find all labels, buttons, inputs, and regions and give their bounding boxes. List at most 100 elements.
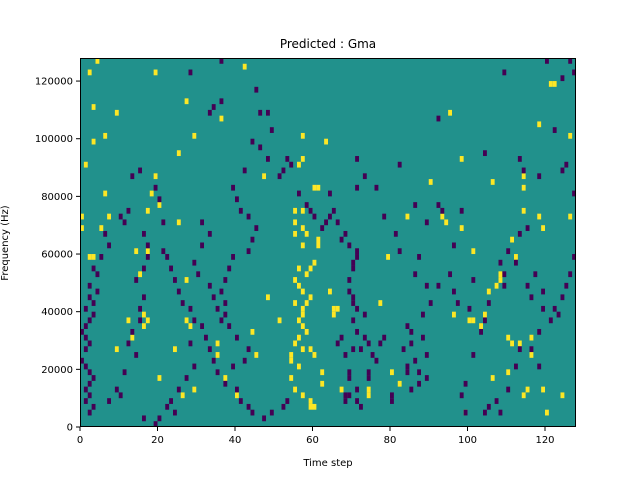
heatmap-cell-low: [91, 300, 96, 306]
heatmap-cell-low: [541, 288, 546, 295]
heatmap-cell-low: [560, 75, 565, 82]
heatmap-cell-low: [254, 225, 259, 231]
heatmap-cell-low: [541, 305, 546, 312]
heatmap-cell-low: [219, 317, 224, 324]
heatmap-cell-low: [161, 219, 166, 226]
heatmap-cell-low: [107, 398, 112, 404]
heatmap-cell-high: [521, 173, 526, 180]
heatmap-cell-low: [351, 317, 356, 324]
y-tick-label: 120000: [35, 77, 73, 88]
heatmap-cell-low: [374, 184, 379, 191]
heatmap-cell-low: [471, 352, 476, 358]
heatmap-cell-low: [83, 334, 88, 341]
heatmap-cell-low: [277, 173, 282, 180]
heatmap-cell-low: [351, 265, 356, 272]
heatmap-cell-low: [289, 161, 294, 168]
heatmap-cell-low: [138, 305, 143, 312]
heatmap-cell-high: [145, 248, 150, 255]
heatmap-cell-high: [250, 328, 255, 335]
heatmap-cell-low: [161, 248, 166, 255]
heatmap-cell-high: [149, 190, 154, 197]
heatmap-cell-low: [328, 190, 332, 197]
heatmap-cell-low: [269, 127, 274, 133]
heatmap-cell-low: [347, 288, 352, 295]
heatmap-cell-low: [157, 415, 162, 422]
heatmap-cell-low: [424, 219, 429, 226]
heatmap-cell-high: [448, 109, 453, 116]
heatmap-cell-low: [514, 363, 518, 370]
heatmap-cell-low: [568, 271, 573, 278]
heatmap-cell-high: [331, 305, 336, 312]
heatmap-cell-low: [393, 230, 398, 237]
heatmap-cell-low: [246, 346, 251, 353]
heatmap-cell-high: [223, 375, 228, 381]
heatmap-cell-low: [390, 392, 394, 399]
heatmap-cell-low: [231, 254, 236, 260]
heatmap-cell-high: [153, 69, 158, 76]
heatmap-cell-low: [153, 421, 158, 427]
heatmap-cell-high: [529, 334, 534, 341]
heatmap-cell-low: [235, 334, 239, 341]
heatmap-cell-high: [300, 288, 305, 295]
heatmap-cell-low: [382, 213, 387, 220]
heatmap-cell-low: [517, 156, 522, 162]
heatmap-cell-high: [440, 213, 445, 220]
heatmap-cell-low: [355, 328, 360, 335]
heatmap-cell-low: [483, 317, 487, 324]
heatmap-cell-low: [552, 305, 557, 312]
heatmap-cell-low: [250, 138, 255, 145]
heatmap-cell-low: [560, 294, 565, 301]
heatmap-cell-high: [366, 392, 371, 399]
heatmap-cell-low: [502, 69, 507, 76]
heatmap-cell-low: [91, 311, 96, 318]
heatmap-cell-low: [87, 340, 92, 347]
heatmap-cell-low: [483, 150, 487, 157]
x-tick-label: 120: [535, 435, 554, 446]
heatmap-cell-high: [80, 213, 84, 220]
heatmap-cell-low: [517, 230, 522, 237]
heatmap-cell-high: [366, 386, 371, 393]
heatmap-cell-low: [537, 363, 542, 370]
heatmap-cell-low: [91, 265, 96, 272]
heatmap-cell-low: [211, 294, 216, 301]
y-axis-label: Frequency (Hz): [0, 205, 11, 281]
heatmap-cell-high: [99, 225, 104, 231]
heatmap-cell-high: [293, 230, 298, 237]
y-tick-label: 40000: [41, 307, 73, 318]
heatmap-cell-high: [486, 288, 491, 295]
heatmap-cell-high: [215, 340, 220, 347]
heatmap-cell-high: [552, 81, 557, 87]
heatmap-cell-high: [308, 346, 313, 353]
heatmap-cell-low: [374, 357, 379, 364]
heatmap-cell-low: [227, 265, 232, 272]
heatmap-cell-low: [83, 363, 88, 370]
heatmap-cell-low: [192, 363, 197, 370]
heatmap-cell-high: [262, 173, 267, 180]
heatmap-cell-low: [362, 311, 367, 318]
heatmap-cell-low: [118, 213, 123, 220]
heatmap-cell-high: [560, 392, 565, 399]
heatmap-cell-high: [95, 58, 100, 64]
heatmap-cell-low: [238, 398, 243, 404]
heatmap-cell-high: [91, 104, 96, 110]
heatmap-cell-high: [293, 340, 298, 347]
heatmap-cell-low: [347, 242, 352, 249]
heatmap-cell-low: [223, 380, 228, 387]
heatmap-cell-low: [409, 340, 414, 347]
heatmap-cell-high: [142, 311, 146, 318]
heatmap-cell-low: [324, 219, 329, 226]
heatmap-cell-low: [335, 219, 340, 226]
heatmap-cell-high: [192, 386, 197, 393]
heatmap-cell-high: [184, 317, 189, 324]
heatmap-cell-high: [521, 392, 526, 399]
heatmap-cell-low: [343, 392, 348, 399]
heatmap-cell-low: [196, 271, 201, 278]
heatmap-cell-low: [103, 230, 108, 237]
heatmap-cell-high: [304, 300, 309, 306]
heatmap-cell-high: [494, 282, 499, 289]
heatmap-cell-high: [91, 138, 96, 145]
y-tick-label: 20000: [41, 365, 73, 376]
heatmap-cell-low: [207, 346, 212, 353]
heatmap-cell-low: [281, 403, 286, 410]
